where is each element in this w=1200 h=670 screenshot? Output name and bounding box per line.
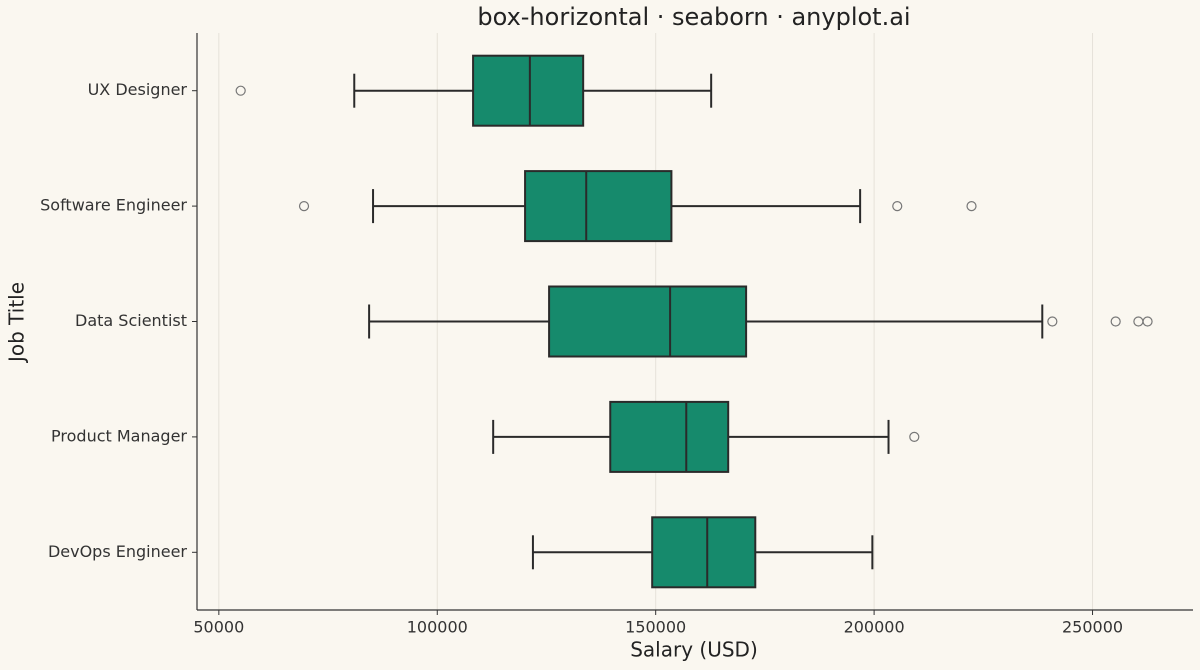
box (548, 285, 748, 358)
x-tick-label: 200000 (844, 618, 905, 637)
x-tick-label: 250000 (1062, 618, 1123, 637)
y-tick-label: Software Engineer (40, 196, 187, 215)
y-tick-label: Product Manager (51, 426, 187, 445)
outlier (966, 201, 977, 212)
outlier (1047, 316, 1058, 327)
box (651, 516, 757, 589)
x-axis-label: Salary (USD) (630, 638, 758, 662)
y-tick-label: Data Scientist (75, 311, 187, 330)
box (524, 170, 673, 243)
outlier (909, 431, 920, 442)
box (609, 400, 730, 473)
y-tick-label: DevOps Engineer (48, 542, 187, 561)
outlier (892, 201, 903, 212)
x-tick-label: 100000 (407, 618, 468, 637)
outlier (298, 201, 310, 212)
outlier (1110, 316, 1121, 327)
chart-title: box-horizontal · seaborn · anyplot.ai (477, 3, 910, 31)
y-tick-label: UX Designer (88, 80, 188, 99)
y-axis-label: Job Title (5, 282, 29, 364)
outlier (1142, 316, 1153, 327)
outlier (235, 85, 246, 96)
x-tick-label: 50000 (193, 618, 244, 637)
box (472, 54, 585, 127)
x-tick-label: 150000 (625, 618, 686, 637)
